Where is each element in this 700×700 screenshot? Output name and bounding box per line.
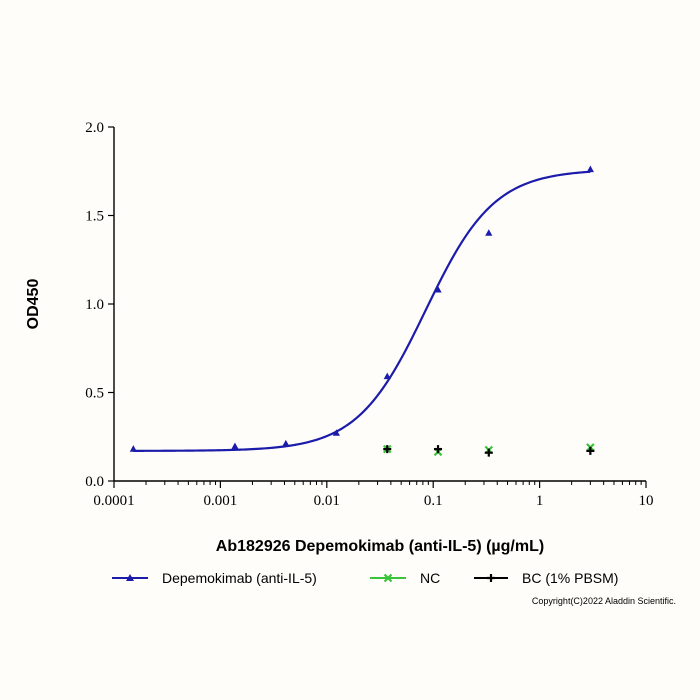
point-depemokimab (485, 229, 493, 236)
legend-item-nc: NC (370, 570, 440, 586)
y-tick-label: 2.0 (85, 120, 104, 136)
y-tick-label: 1.5 (85, 209, 104, 225)
point-bc (383, 445, 392, 454)
series-layer (129, 165, 595, 457)
y-axis-title: OD450 (25, 279, 42, 330)
x-tick-label: 0.01 (314, 493, 340, 509)
y-tick-label: 1.0 (85, 297, 104, 313)
y-tick-label: 0.0 (85, 474, 104, 490)
x-tick-label: 0.1 (424, 493, 443, 509)
x-tick-label: 10 (639, 493, 654, 509)
point-bc (434, 445, 443, 454)
point-bc (484, 448, 493, 457)
x-ticks: 0.0001 0.001 0.01 0.1 1 10 (93, 481, 654, 509)
point-depemokimab (332, 429, 340, 436)
legend-marker-nc (383, 573, 393, 583)
x-tick-label: 0.001 (204, 493, 238, 509)
legend-marker-depemokimab (126, 574, 134, 581)
y-tick-label: 0.5 (85, 386, 104, 402)
point-depemokimab (434, 285, 442, 293)
legend-label-depemokimab: Depemokimab (anti-IL-5) (162, 570, 317, 586)
y-ticks: 0.0 0.5 1.0 1.5 2.0 (85, 120, 114, 490)
plot-area: 0.0 0.5 1.0 1.5 2.0 0.0001 0.001 0.01 0.1 1 10 (85, 120, 653, 509)
point-depemokimab (383, 372, 391, 380)
x-tick-label: 1 (536, 493, 544, 509)
x-axis-title: Ab182926 Depemokimab (anti-IL-5) (µg/mL) (216, 538, 544, 555)
legend: Depemokimab (anti-IL-5) NC BC (1% PBSM) (112, 570, 618, 586)
fit-curve-depemokimab (133, 170, 591, 452)
legend-item-depemokimab: Depemokimab (anti-IL-5) (112, 570, 317, 586)
point-depemokimab (129, 445, 137, 452)
x-tick-label: 0.0001 (93, 493, 134, 509)
point-bc (586, 446, 595, 455)
legend-label-nc: NC (420, 570, 440, 586)
copyright-notice: Copyright(C)2022 Aladdin Scientific. (531, 596, 676, 606)
legend-label-bc: BC (1% PBSM) (522, 570, 618, 586)
point-depemokimab (282, 439, 290, 447)
legend-item-bc: BC (1% PBSM) (474, 570, 618, 586)
point-depemokimab (586, 165, 594, 173)
legend-marker-bc (487, 574, 495, 582)
point-depemokimab (231, 442, 239, 450)
